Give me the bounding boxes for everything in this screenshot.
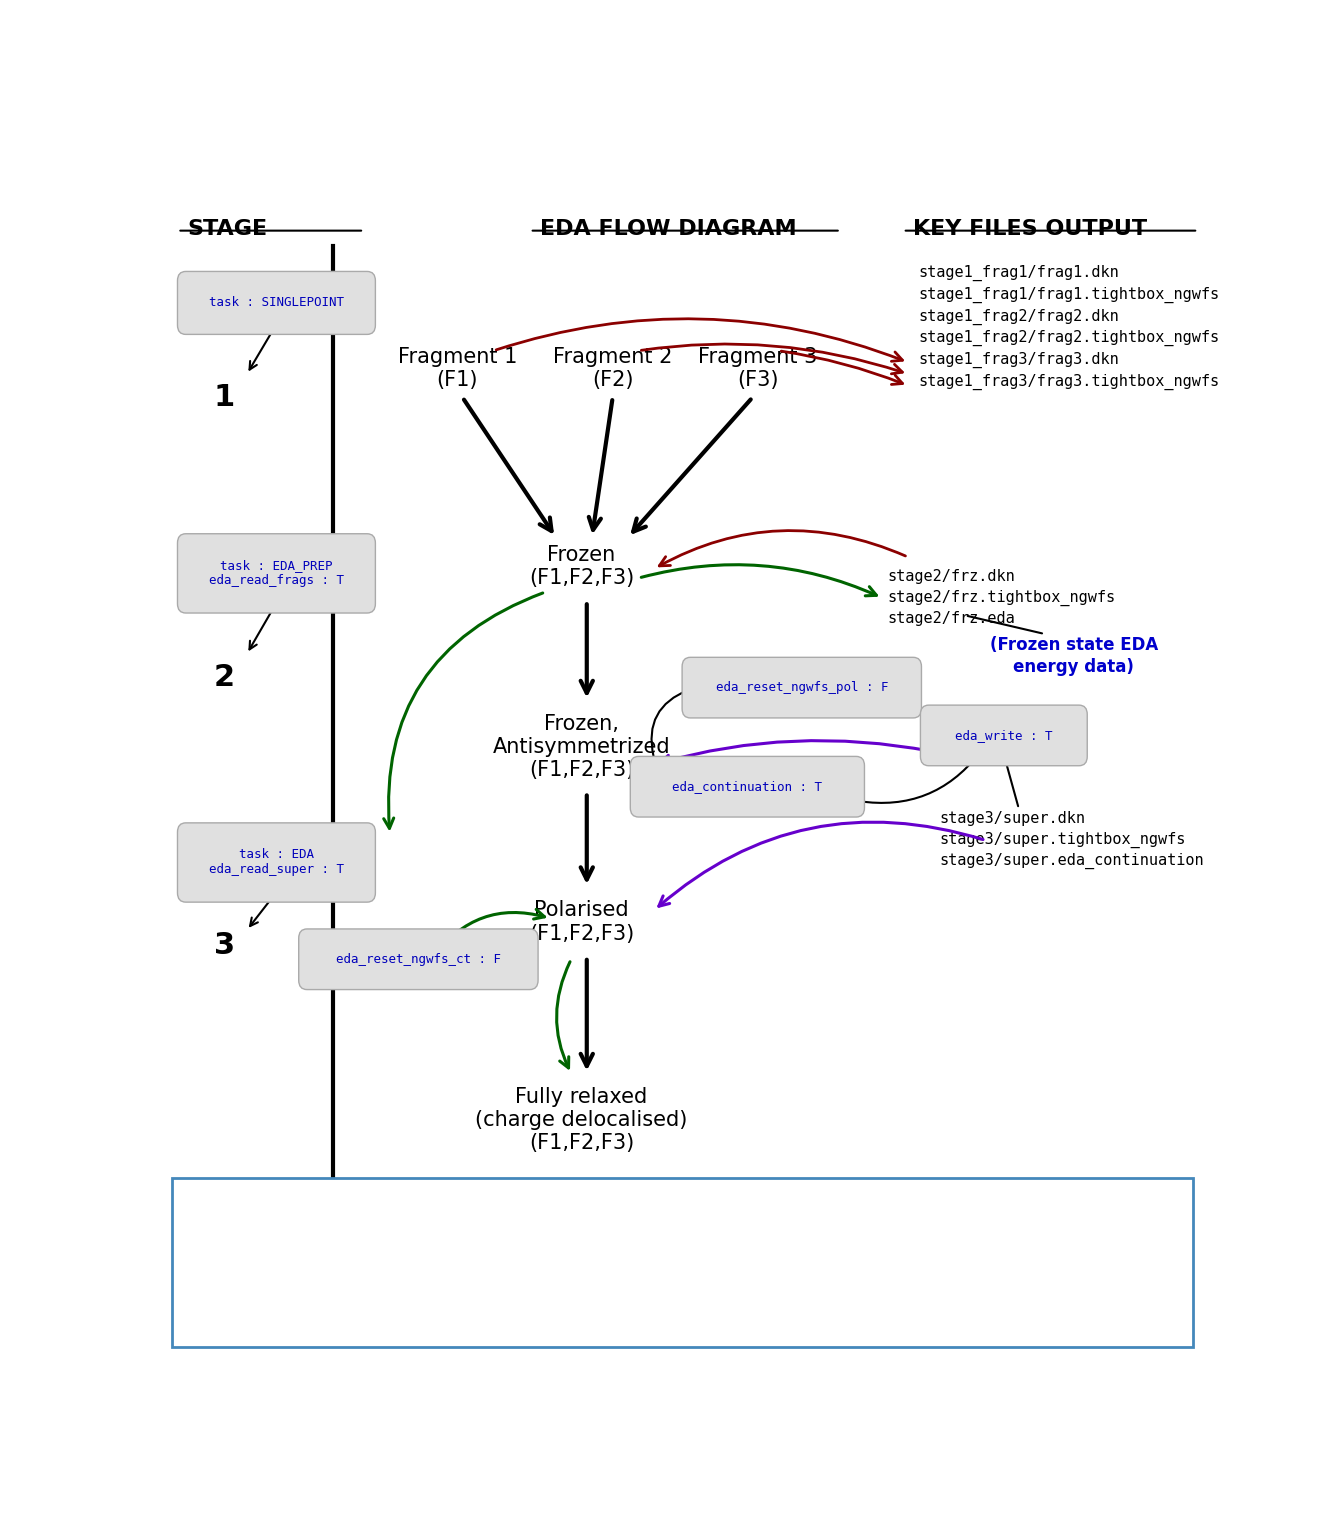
Text: (Frozen state EDA
energy data): (Frozen state EDA energy data) — [989, 636, 1158, 677]
FancyArrowPatch shape — [660, 740, 931, 765]
Text: STAGE: STAGE — [187, 220, 267, 239]
Text: Frozen state data IO: Frozen state data IO — [349, 1241, 545, 1260]
FancyArrowPatch shape — [235, 1290, 322, 1331]
FancyBboxPatch shape — [178, 824, 376, 902]
Text: Fragment 2
(F2): Fragment 2 (F2) — [554, 347, 673, 389]
FancyArrowPatch shape — [858, 754, 979, 802]
Text: 1: 1 — [214, 383, 235, 412]
FancyArrowPatch shape — [235, 1240, 322, 1281]
FancyArrowPatch shape — [496, 319, 902, 362]
FancyArrowPatch shape — [556, 961, 570, 1067]
FancyArrowPatch shape — [250, 895, 274, 927]
FancyBboxPatch shape — [178, 534, 376, 613]
FancyArrowPatch shape — [659, 530, 905, 566]
Text: 3: 3 — [214, 931, 235, 960]
FancyBboxPatch shape — [172, 1178, 1193, 1347]
FancyArrowPatch shape — [384, 593, 543, 828]
FancyBboxPatch shape — [298, 930, 537, 990]
Text: stage3/super.dkn
stage3/super.tightbox_ngwfs
stage3/super.eda_continuation: stage3/super.dkn stage3/super.tightbox_n… — [939, 812, 1203, 869]
Text: Fully relaxed
(charge delocalised)
(F1,F2,F3): Fully relaxed (charge delocalised) (F1,F… — [476, 1087, 687, 1154]
FancyArrowPatch shape — [250, 606, 274, 650]
FancyBboxPatch shape — [920, 706, 1087, 766]
FancyArrowPatch shape — [580, 604, 592, 693]
Text: Polarised
(F1,F2,F3): Polarised (F1,F2,F3) — [529, 901, 634, 943]
Text: task : EDA_PREP
eda_read_frags : T: task : EDA_PREP eda_read_frags : T — [209, 559, 344, 587]
Text: stage1_frag1/frag1.dkn
stage1_frag1/frag1.tightbox_ngwfs
stage1_frag2/frag2.dkn
: stage1_frag1/frag1.dkn stage1_frag1/frag… — [919, 265, 1219, 389]
Text: Frozen
(F1,F2,F3): Frozen (F1,F2,F3) — [529, 545, 634, 587]
FancyArrowPatch shape — [659, 822, 983, 907]
Text: stage2/frz.dkn
stage2/frz.tightbox_ngwfs
stage2/frz.eda: stage2/frz.dkn stage2/frz.tightbox_ngwfs… — [888, 569, 1115, 627]
Text: task : SINGLEPOINT: task : SINGLEPOINT — [209, 297, 344, 309]
FancyBboxPatch shape — [178, 271, 376, 335]
Text: KEY FILES OUTPUT: KEY FILES OUTPUT — [913, 220, 1147, 239]
Text: task : EDA
eda_read_super : T: task : EDA eda_read_super : T — [209, 848, 344, 877]
Text: EDA FLOW DIAGRAM: EDA FLOW DIAGRAM — [540, 220, 797, 239]
Text: Fragment 3
(F3): Fragment 3 (F3) — [698, 347, 817, 389]
FancyArrowPatch shape — [580, 795, 592, 880]
Text: eda_write : T: eda_write : T — [955, 728, 1052, 742]
FancyArrowPatch shape — [754, 1240, 840, 1281]
FancyArrowPatch shape — [642, 344, 902, 374]
FancyArrowPatch shape — [250, 327, 274, 369]
Text: Frozen,
Antisymmetrized
(F1,F2,F3): Frozen, Antisymmetrized (F1,F2,F3) — [493, 715, 670, 780]
FancyArrowPatch shape — [580, 960, 592, 1066]
Text: Fragment data IO: Fragment data IO — [866, 1241, 1036, 1260]
Text: Fragment 1
(F1): Fragment 1 (F1) — [397, 347, 517, 389]
Text: eda_reset_ngwfs_pol : F: eda_reset_ngwfs_pol : F — [715, 681, 888, 693]
FancyArrowPatch shape — [781, 351, 902, 385]
Text: eda_continuation : T: eda_continuation : T — [673, 780, 822, 793]
Text: Continuation data IO: Continuation data IO — [349, 1293, 551, 1313]
FancyArrowPatch shape — [464, 400, 552, 531]
FancyArrowPatch shape — [642, 565, 877, 597]
FancyArrowPatch shape — [651, 690, 689, 755]
Text: eda_reset_ngwfs_ct : F: eda_reset_ngwfs_ct : F — [336, 952, 501, 966]
FancyArrowPatch shape — [588, 400, 612, 530]
FancyBboxPatch shape — [630, 757, 865, 818]
FancyArrowPatch shape — [433, 910, 544, 957]
FancyBboxPatch shape — [682, 657, 921, 718]
Text: 2: 2 — [214, 663, 235, 692]
FancyArrowPatch shape — [634, 400, 750, 531]
FancyArrowPatch shape — [640, 762, 654, 784]
